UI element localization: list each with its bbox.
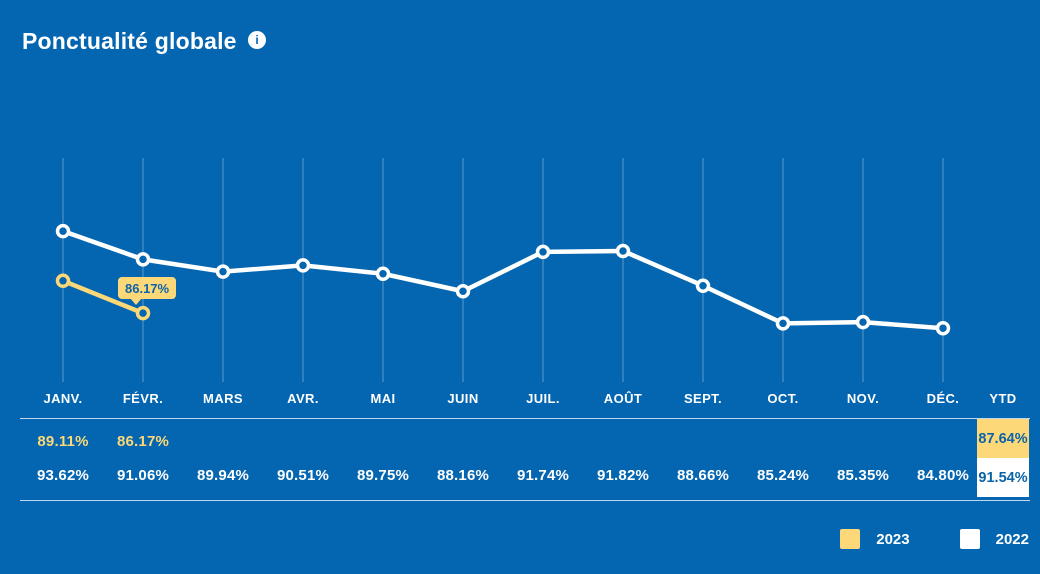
- data-point-2022[interactable]: [695, 278, 711, 293]
- data-point-2022[interactable]: [375, 266, 391, 281]
- legend-label-2023: 2023: [876, 530, 910, 548]
- legend-item-2022[interactable]: 2022: [959, 529, 1029, 549]
- data-point-2022[interactable]: [535, 244, 551, 260]
- info-icon[interactable]: i: [248, 31, 266, 49]
- value-2022-10: 85.35%: [836, 467, 890, 484]
- month-header: JUIN: [447, 391, 479, 406]
- value-2022-0: 93.62%: [36, 467, 90, 484]
- month-header: MARS: [203, 391, 243, 406]
- data-point-2022[interactable]: [455, 283, 471, 299]
- value-2022-9: 85.24%: [756, 467, 810, 484]
- data-point-2022[interactable]: [55, 223, 71, 239]
- value-2022-1: 91.06%: [116, 467, 170, 484]
- legend-label-2022: 2022: [995, 530, 1029, 548]
- legend-item-2023[interactable]: 2023: [840, 529, 910, 549]
- month-header: FÉVR.: [122, 391, 164, 406]
- ytd-value-2022: 91.54%: [977, 458, 1029, 497]
- tooltip-value: 86.17%: [125, 281, 170, 297]
- month-header: OCT.: [767, 391, 799, 406]
- ytd-header: YTD: [989, 391, 1017, 406]
- data-point-2022[interactable]: [935, 320, 951, 336]
- month-header: MAI: [370, 391, 396, 406]
- chart-tooltip: 86.17%: [118, 277, 177, 306]
- ytd-value-2023: 87.64%: [977, 419, 1029, 458]
- data-point-2023[interactable]: [55, 273, 71, 289]
- value-2023-1: 86.17%: [116, 433, 170, 450]
- data-point-2022[interactable]: [615, 243, 631, 259]
- legend-swatch-2022: [959, 529, 980, 549]
- data-point-2022[interactable]: [855, 314, 871, 330]
- data-point-2022[interactable]: [215, 264, 231, 279]
- value-2022-3: 90.51%: [276, 467, 330, 484]
- month-header: AVR.: [287, 391, 319, 406]
- month-header: AOÛT: [603, 391, 643, 406]
- data-point-2022[interactable]: [135, 252, 151, 267]
- chart-legend: 2023 2022: [840, 529, 1029, 549]
- data-point-2023[interactable]: [135, 305, 151, 321]
- month-header: NOV.: [846, 391, 880, 406]
- page-title: Ponctualité globale: [22, 28, 237, 54]
- month-header: JUIL.: [526, 391, 560, 406]
- value-2022-11: 84.80%: [916, 467, 970, 484]
- value-2022-8: 88.66%: [676, 467, 730, 484]
- data-point-2022[interactable]: [295, 258, 311, 273]
- table-separator-top: [20, 418, 1030, 419]
- series-line-2022: [60, 228, 946, 331]
- month-header: DÉC.: [926, 391, 960, 406]
- series-line-2023: [60, 278, 146, 316]
- value-2023-0: 89.11%: [37, 433, 89, 450]
- value-2022-6: 91.74%: [516, 467, 570, 484]
- value-2022-7: 91.82%: [596, 467, 650, 484]
- table-separator-bottom: [20, 500, 1030, 501]
- value-2022-5: 88.16%: [436, 467, 490, 484]
- value-2022-2: 89.94%: [196, 467, 250, 484]
- month-header: JANV.: [43, 391, 83, 406]
- tooltip-caret-icon: [130, 298, 142, 306]
- legend-swatch-2023: [840, 529, 861, 549]
- value-2022-4: 89.75%: [356, 467, 410, 484]
- month-header: SEPT.: [683, 391, 723, 406]
- data-point-2022[interactable]: [775, 316, 791, 331]
